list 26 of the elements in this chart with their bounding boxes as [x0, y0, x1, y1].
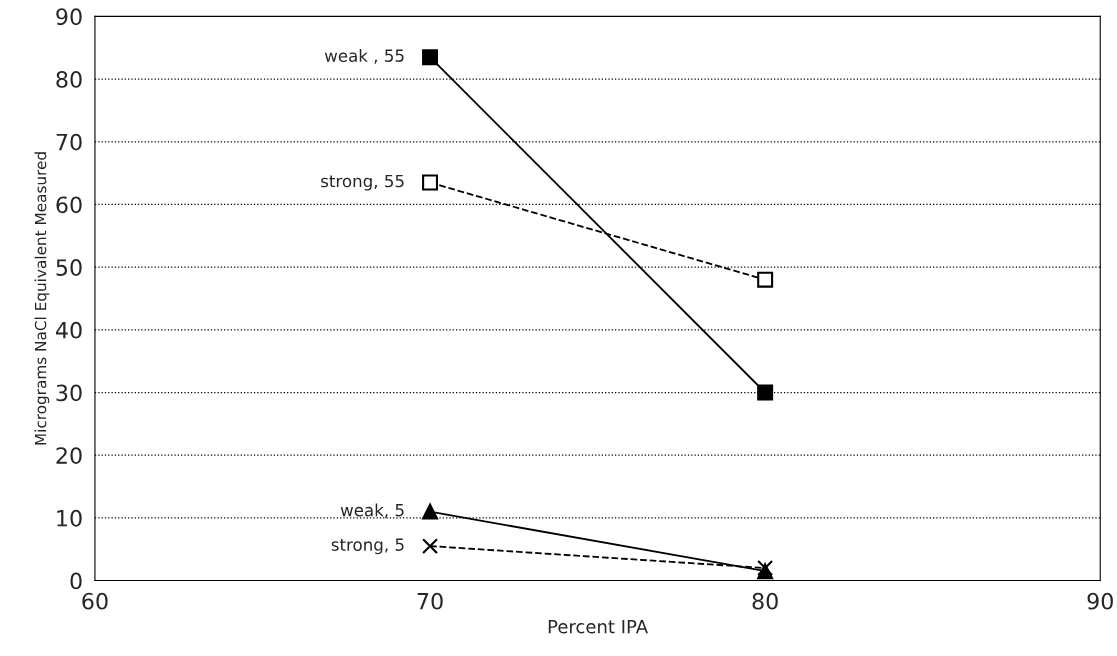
y-tick-label: 20	[56, 447, 82, 464]
point	[422, 503, 439, 520]
y-tick-label: 0	[70, 572, 82, 590]
point	[422, 538, 439, 555]
point	[757, 384, 774, 401]
x-tick-label: 70	[417, 592, 443, 610]
point	[422, 174, 439, 191]
y-tick-label: 40	[55, 321, 82, 339]
x-axis-title: Percent IPA	[548, 619, 648, 634]
series-label: strong, 55	[321, 174, 404, 191]
y-axis-title: Micrograms NaCl Equivalent Measured	[34, 152, 50, 445]
point	[757, 271, 774, 288]
point	[422, 49, 439, 66]
y-tick-label: 90	[56, 8, 82, 26]
x-tick-label: 60	[82, 592, 108, 610]
x-tick-label: 80	[752, 592, 778, 610]
series-label: strong, 5	[331, 538, 404, 555]
y-tick-label: 10	[57, 509, 82, 527]
y-tick-label: 70	[56, 133, 82, 151]
y-tick-label: 80	[56, 71, 82, 88]
y-tick-label: 30	[56, 384, 82, 402]
y-tick-label: 60	[56, 196, 82, 214]
series-label: weak , 55	[324, 49, 404, 64]
y-tick-label: 50	[56, 259, 82, 276]
x-tick-label: 90	[1087, 592, 1113, 610]
series-label: weak, 5	[340, 503, 404, 519]
